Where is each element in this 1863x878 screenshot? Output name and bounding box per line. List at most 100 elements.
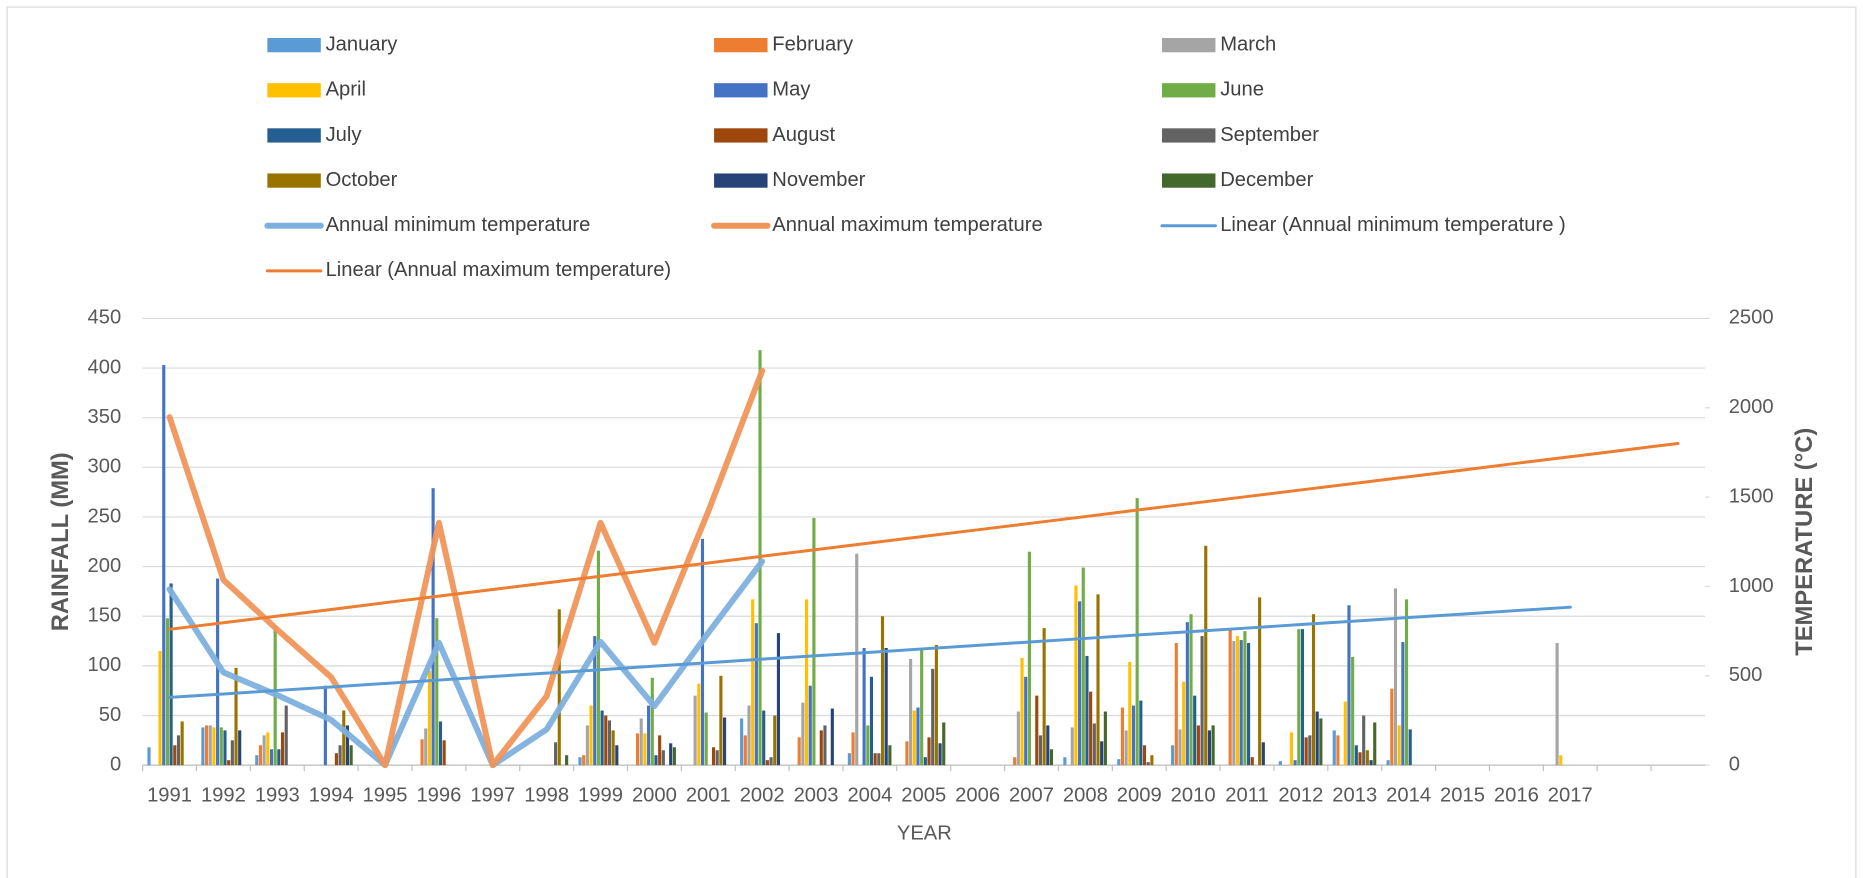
bar bbox=[335, 753, 338, 765]
bar bbox=[863, 648, 866, 765]
bar bbox=[205, 725, 208, 765]
y2-tick-label: 2500 bbox=[1729, 307, 1774, 329]
legend-label: March bbox=[1220, 33, 1276, 55]
y-tick-label: 150 bbox=[88, 605, 122, 627]
x-tick-label: 2003 bbox=[794, 784, 839, 806]
bar bbox=[158, 651, 161, 765]
bar bbox=[1366, 750, 1369, 765]
x-tick-label: 2017 bbox=[1548, 784, 1593, 806]
x-tick-label: 2005 bbox=[901, 784, 946, 806]
bar bbox=[1369, 760, 1372, 765]
y-tick-label: 300 bbox=[88, 456, 122, 478]
bar bbox=[1201, 636, 1204, 765]
bar bbox=[798, 737, 801, 765]
bar bbox=[586, 725, 589, 765]
bar bbox=[870, 677, 873, 765]
bar bbox=[673, 747, 676, 765]
bar bbox=[773, 715, 776, 765]
y-axis-title: RAINFALL (MM) bbox=[47, 452, 74, 631]
bar bbox=[913, 711, 916, 766]
bar bbox=[1387, 760, 1390, 765]
bar bbox=[705, 713, 708, 766]
bar bbox=[1132, 706, 1135, 766]
bar bbox=[939, 743, 942, 765]
bar bbox=[1104, 712, 1107, 766]
bar bbox=[697, 684, 700, 765]
y2-tick-label: 500 bbox=[1729, 664, 1763, 686]
bar bbox=[1186, 622, 1189, 765]
legend-swatch bbox=[1162, 38, 1215, 52]
bar bbox=[1074, 585, 1077, 765]
legend-swatch bbox=[267, 128, 320, 142]
bar bbox=[1258, 597, 1261, 765]
bar bbox=[1262, 742, 1265, 765]
bar bbox=[1071, 727, 1074, 765]
bar bbox=[719, 676, 722, 765]
bar bbox=[1050, 749, 1053, 765]
x-tick-label: 2015 bbox=[1440, 784, 1485, 806]
bar bbox=[1409, 729, 1412, 765]
legend-label: December bbox=[1220, 169, 1313, 191]
bar bbox=[747, 706, 750, 766]
bar bbox=[608, 720, 611, 765]
bar bbox=[1089, 692, 1092, 765]
bar bbox=[277, 749, 280, 765]
bar bbox=[905, 741, 908, 765]
bar bbox=[1316, 712, 1319, 766]
x-tick-label: 2000 bbox=[632, 784, 677, 806]
legend-swatch bbox=[714, 128, 767, 142]
bar bbox=[1208, 730, 1211, 765]
bar bbox=[1279, 761, 1282, 765]
bar bbox=[324, 686, 327, 765]
bar bbox=[1125, 730, 1128, 765]
bar bbox=[669, 743, 672, 765]
bar bbox=[640, 718, 643, 765]
bar bbox=[212, 727, 215, 765]
bar bbox=[855, 554, 858, 765]
bar bbox=[1347, 605, 1350, 765]
x-tick-label: 2007 bbox=[1009, 784, 1054, 806]
x-tick-label: 2008 bbox=[1063, 784, 1108, 806]
y2-axis-title: TEMPERATURE (°C) bbox=[1791, 428, 1818, 656]
x-tick-label: 2001 bbox=[686, 784, 731, 806]
bar bbox=[1063, 757, 1066, 765]
bar bbox=[597, 551, 600, 765]
bar bbox=[1301, 629, 1304, 765]
x-tick-label: 2009 bbox=[1117, 784, 1162, 806]
bar bbox=[1319, 718, 1322, 765]
bar bbox=[1046, 725, 1049, 765]
bar bbox=[1351, 657, 1354, 765]
bar bbox=[578, 757, 581, 765]
legend-swatch bbox=[714, 173, 767, 187]
bar bbox=[927, 737, 930, 765]
bar bbox=[924, 757, 927, 765]
y-tick-label: 50 bbox=[99, 704, 121, 726]
bar bbox=[1344, 702, 1347, 766]
bar bbox=[1117, 759, 1120, 765]
legend-swatch bbox=[1162, 128, 1215, 142]
bar bbox=[432, 488, 435, 765]
bar bbox=[762, 711, 765, 766]
legend-label: February bbox=[772, 33, 854, 55]
x-tick-label: 2011 bbox=[1225, 784, 1268, 806]
bar bbox=[831, 709, 834, 766]
bar bbox=[216, 579, 219, 766]
x-tick-label: 2010 bbox=[1171, 784, 1216, 806]
bar bbox=[636, 733, 639, 765]
bar bbox=[428, 671, 431, 765]
bar bbox=[1178, 729, 1181, 765]
bar bbox=[1212, 725, 1215, 765]
bar bbox=[1390, 689, 1393, 765]
x-tick-label: 1995 bbox=[363, 784, 408, 806]
legend-label: January bbox=[326, 33, 399, 55]
bar bbox=[866, 725, 869, 765]
bar bbox=[920, 648, 923, 765]
legend-label: April bbox=[326, 79, 366, 101]
bar bbox=[1294, 760, 1297, 765]
bar bbox=[1035, 696, 1038, 765]
bar bbox=[654, 755, 657, 765]
bar bbox=[1232, 641, 1235, 765]
bar bbox=[851, 732, 854, 765]
bar bbox=[1028, 552, 1031, 765]
bar bbox=[848, 753, 851, 765]
